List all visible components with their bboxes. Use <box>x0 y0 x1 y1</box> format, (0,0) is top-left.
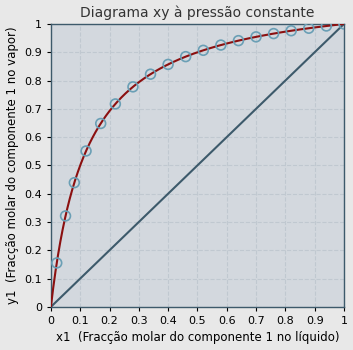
Point <box>63 213 68 219</box>
Point <box>253 34 259 40</box>
Point <box>148 71 153 77</box>
Point <box>183 54 189 60</box>
Point <box>341 21 347 27</box>
Point <box>271 31 276 36</box>
Point <box>130 84 136 90</box>
X-axis label: x1  (Fracção molar do componente 1 no líquido): x1 (Fracção molar do componente 1 no líq… <box>56 331 339 344</box>
Point <box>72 180 77 186</box>
Y-axis label: y1  (Fracção molar do componente 1 no vapor): y1 (Fracção molar do componente 1 no vap… <box>6 27 19 304</box>
Point <box>218 42 224 48</box>
Point <box>235 38 241 43</box>
Point <box>165 62 171 67</box>
Point <box>324 23 329 29</box>
Point <box>113 101 118 107</box>
Point <box>288 28 294 34</box>
Point <box>201 48 206 53</box>
Point <box>98 121 103 126</box>
Point <box>54 260 60 266</box>
Point <box>306 26 312 31</box>
Point <box>83 148 89 154</box>
Title: Diagrama xy à pressão constante: Diagrama xy à pressão constante <box>80 6 315 20</box>
